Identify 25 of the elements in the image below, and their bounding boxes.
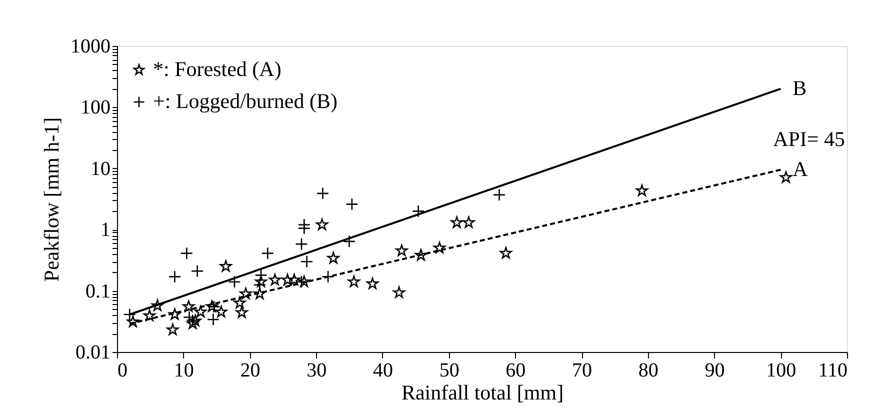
x-tick-label: 0	[118, 360, 128, 382]
x-tick-label: 80	[638, 360, 658, 382]
y-tick-label: 0.01	[76, 342, 110, 364]
x-tick-label: 30	[306, 360, 327, 382]
x-tick-label: 40	[372, 360, 393, 382]
x-tick-label: 90	[704, 360, 725, 382]
y-tick-label: 10	[90, 158, 110, 180]
y-tick-label: 100	[80, 96, 110, 119]
legend-label: *: Forested (A)	[153, 57, 282, 81]
y-tick-label: 0.1	[86, 280, 110, 302]
annotation: B	[792, 76, 807, 100]
x-tick-label: 10	[174, 360, 194, 382]
y-axis-title: Peakflow [mm h-1]	[40, 117, 64, 282]
annotation: A	[792, 156, 809, 181]
x-tick-label: 50	[439, 360, 460, 382]
x-axis-title: Rainfall total [mm]	[401, 380, 564, 404]
legend-label: +: Logged/burned (B)	[153, 89, 338, 113]
annotation: API= 45	[773, 127, 845, 151]
x-tick-label: 110	[818, 360, 848, 382]
y-tick-label: 1	[100, 219, 110, 242]
x-tick-label: 60	[506, 360, 526, 382]
x-tick-label: 20	[240, 360, 260, 382]
x-tick-label: 70	[572, 360, 592, 382]
x-tick-label: 100	[766, 360, 796, 382]
y-tick-label: 1000	[70, 36, 110, 58]
